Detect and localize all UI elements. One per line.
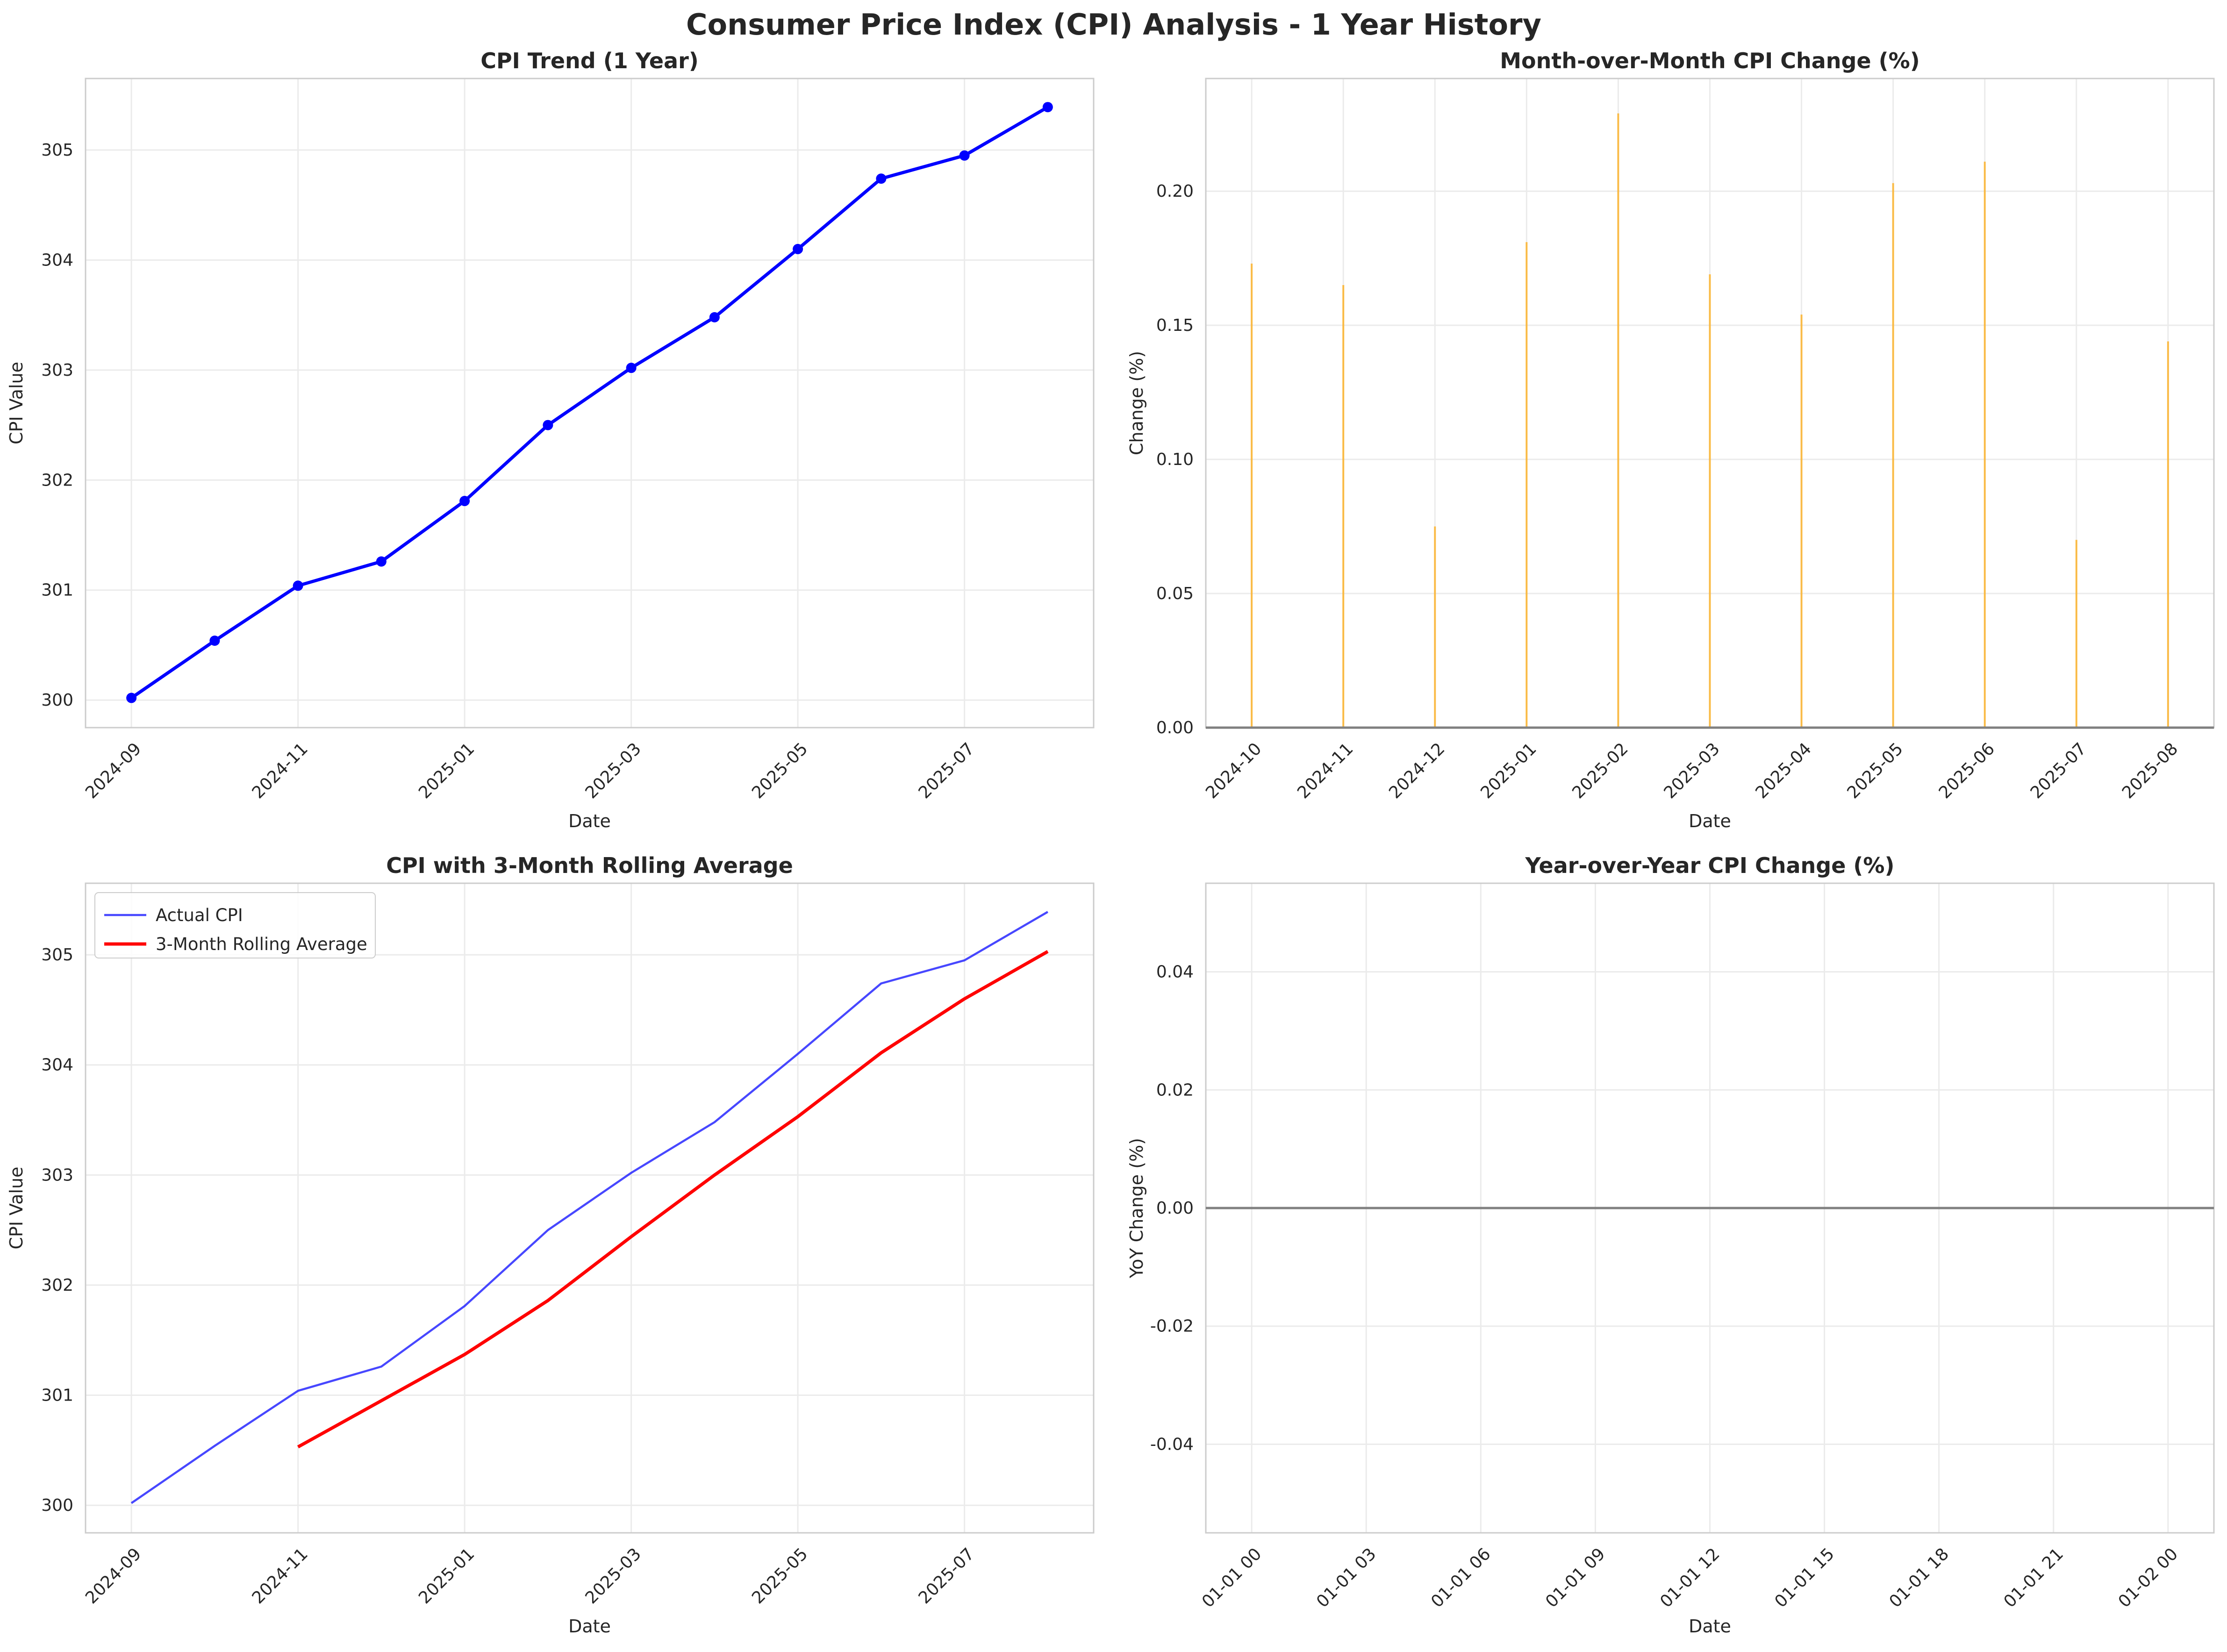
plot-area-frame: [85, 78, 1095, 729]
bar: [1800, 315, 1803, 728]
data-point-marker: [293, 580, 303, 591]
y-tick-label: 302: [41, 471, 73, 490]
bar: [2167, 341, 2169, 728]
legend-box: [94, 892, 376, 958]
y-tick-label: 305: [41, 141, 73, 160]
y-tick-label: 303: [41, 361, 73, 380]
panel-title: Year-over-Year CPI Change (%): [1525, 853, 1894, 878]
y-tick-label: 302: [41, 1276, 73, 1295]
bar: [1984, 161, 1986, 728]
bar: [2075, 540, 2077, 728]
y-tick-label: 0.15: [1156, 316, 1194, 335]
data-point-marker: [876, 173, 887, 184]
plot-area-frame: [85, 882, 1095, 1534]
y-tick-label: 300: [41, 691, 73, 710]
y-tick-label: 304: [41, 250, 73, 270]
y-axis-label: YoY Change (%): [1126, 1138, 1147, 1279]
legend-label: Actual CPI: [156, 905, 243, 925]
bar: [1709, 274, 1711, 728]
x-axis-label: Date: [568, 1616, 611, 1637]
legend-label: 3-Month Rolling Average: [156, 934, 367, 954]
bar: [1434, 526, 1436, 728]
panel-title: Month-over-Month CPI Change (%): [1500, 48, 1920, 73]
y-tick-label: -0.04: [1150, 1435, 1194, 1454]
x-axis-label: Date: [1689, 1616, 1731, 1637]
data-point-marker: [793, 243, 803, 254]
figure-title: Consumer Price Index (CPI) Analysis - 1 …: [686, 7, 1541, 42]
series-line-actual-cpi: [130, 911, 1048, 1504]
x-axis-label: Date: [1689, 811, 1731, 831]
y-tick-label: 0.05: [1156, 584, 1194, 603]
y-tick-label: 301: [41, 581, 73, 600]
bar: [1892, 183, 1894, 728]
bar: [1251, 264, 1253, 728]
x-axis-label: Date: [568, 811, 611, 831]
y-axis-label: CPI Value: [6, 1166, 27, 1249]
data-point-marker: [626, 363, 637, 373]
y-tick-label: 0.04: [1156, 963, 1194, 982]
data-point-marker: [209, 636, 220, 646]
bar: [1617, 113, 1619, 728]
panel-title: CPI with 3-Month Rolling Average: [386, 853, 793, 878]
data-point-marker: [459, 496, 470, 507]
bar: [1342, 285, 1345, 728]
panel-title: CPI Trend (1 Year): [480, 48, 699, 73]
data-point-marker: [959, 150, 970, 161]
chart-panels: CPI Trend (1 Year)3003013023033043052024…: [6, 48, 2215, 1637]
data-point-marker: [543, 420, 553, 430]
data-point-marker: [126, 693, 137, 703]
legend: Actual CPI 3-Month Rolling Average: [94, 892, 376, 958]
y-tick-label: 0.10: [1156, 450, 1194, 469]
y-tick-label: 300: [41, 1496, 73, 1515]
series-line-cpi: [130, 106, 1049, 700]
y-tick-label: 304: [41, 1056, 73, 1075]
data-point-marker: [376, 556, 387, 567]
data-point-marker: [709, 312, 720, 322]
data-point-marker: [1042, 102, 1053, 113]
y-tick-label: -0.02: [1150, 1317, 1194, 1336]
y-axis-label: CPI Value: [6, 362, 27, 444]
y-tick-label: 301: [41, 1386, 73, 1405]
series-line-3-month-rolling-average: [297, 950, 1049, 1449]
y-tick-label: 0.20: [1156, 182, 1194, 201]
y-tick-label: 303: [41, 1166, 73, 1185]
y-tick-label: 0.00: [1156, 1199, 1194, 1218]
y-tick-label: 0.02: [1156, 1080, 1194, 1100]
bar: [1525, 242, 1528, 728]
y-tick-label: 0.00: [1156, 718, 1194, 737]
y-axis-label: Change (%): [1126, 351, 1147, 455]
y-tick-label: 305: [41, 945, 73, 965]
